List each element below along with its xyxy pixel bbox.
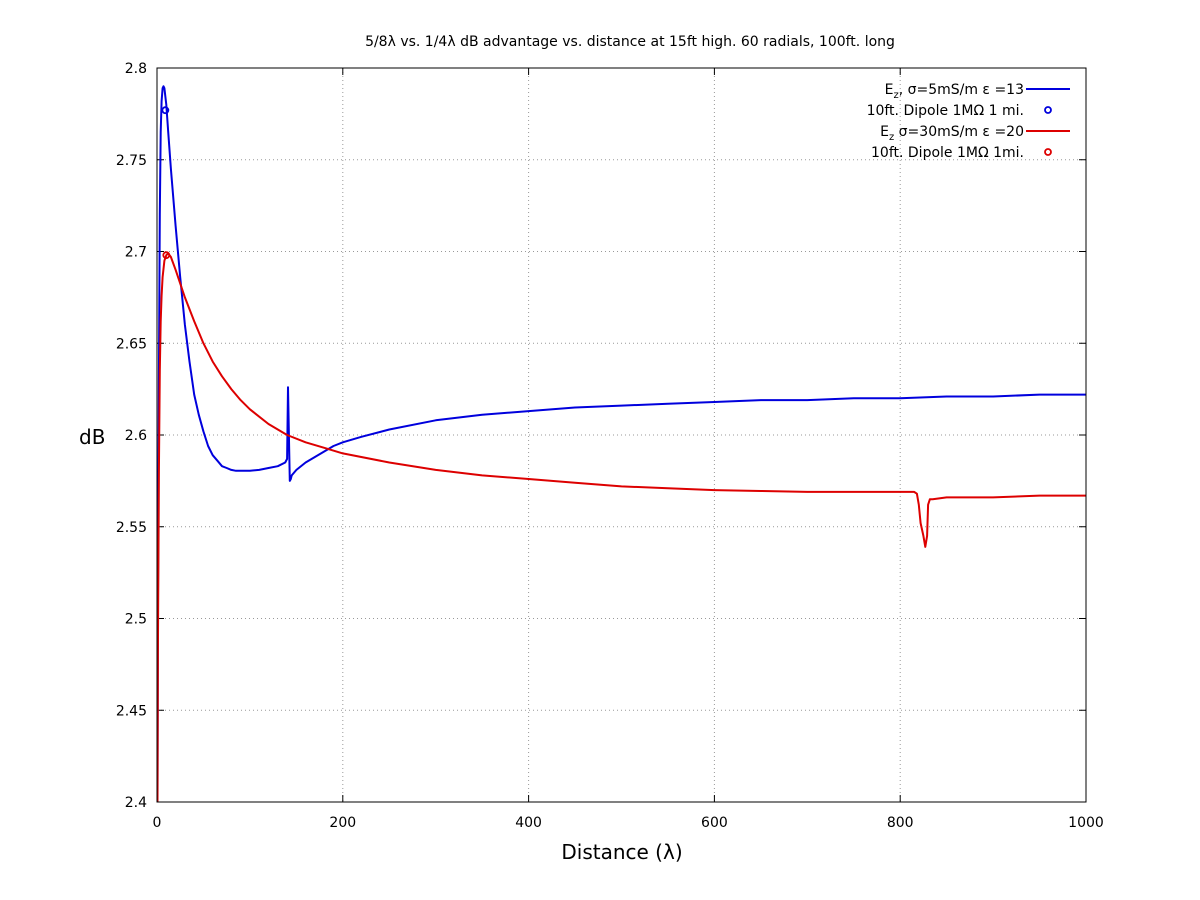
x-tick-label: 600: [701, 815, 728, 831]
grid: [157, 68, 1086, 802]
y-tick-label: 2.45: [116, 703, 147, 719]
series-line-2: [156, 252, 1086, 803]
y-tick-label: 2.8: [125, 61, 147, 77]
plot-frame: [156, 67, 1087, 803]
series-point-3: [162, 251, 171, 260]
y-tick-label: 2.6: [125, 428, 147, 444]
y-tick-label: 2.4: [125, 795, 147, 811]
y-tick-label: 2.75: [116, 153, 147, 169]
legend: Ez, σ=5mS/m ε =13 10ft. Dipole 1MΩ 1 mi. E…: [867, 82, 1070, 161]
chart-title: 5/8λ vs. 1/4λ dB advantage vs. distance …: [365, 34, 895, 50]
ticks: 0 200 400 600 800 1000 2.4 2.45 2.5 2.55 2.6 2.65 2.…: [116, 61, 1104, 831]
legend-swatch-3: [1044, 148, 1052, 156]
x-axis-label: Distance (λ): [561, 840, 682, 864]
y-tick-label: 2.5: [125, 612, 147, 628]
series-point-1: [161, 106, 170, 115]
y-tick-label: 2.55: [116, 520, 147, 536]
series-line-0: [156, 85, 1086, 803]
x-tick-label: 400: [515, 815, 542, 831]
legend-label-0: Ez, σ=5mS/m ε =13: [885, 82, 1024, 101]
series-layer: [156, 85, 1086, 803]
x-tick-label: 800: [887, 815, 914, 831]
legend-swatch-1: [1044, 106, 1052, 114]
x-tick-label: 200: [329, 815, 356, 831]
x-tick-label: 1000: [1068, 815, 1104, 831]
legend-label-3: 10ft. Dipole 1MΩ 1mi.: [871, 145, 1024, 161]
legend-label-2: Ez σ=30mS/m ε =20: [880, 124, 1024, 143]
y-tick-label: 2.7: [125, 245, 147, 261]
y-tick-label: 2.65: [116, 336, 147, 352]
legend-label-1: 10ft. Dipole 1MΩ 1 mi.: [867, 103, 1024, 119]
x-tick-label: 0: [153, 815, 162, 831]
y-axis-label: dB: [79, 425, 105, 449]
